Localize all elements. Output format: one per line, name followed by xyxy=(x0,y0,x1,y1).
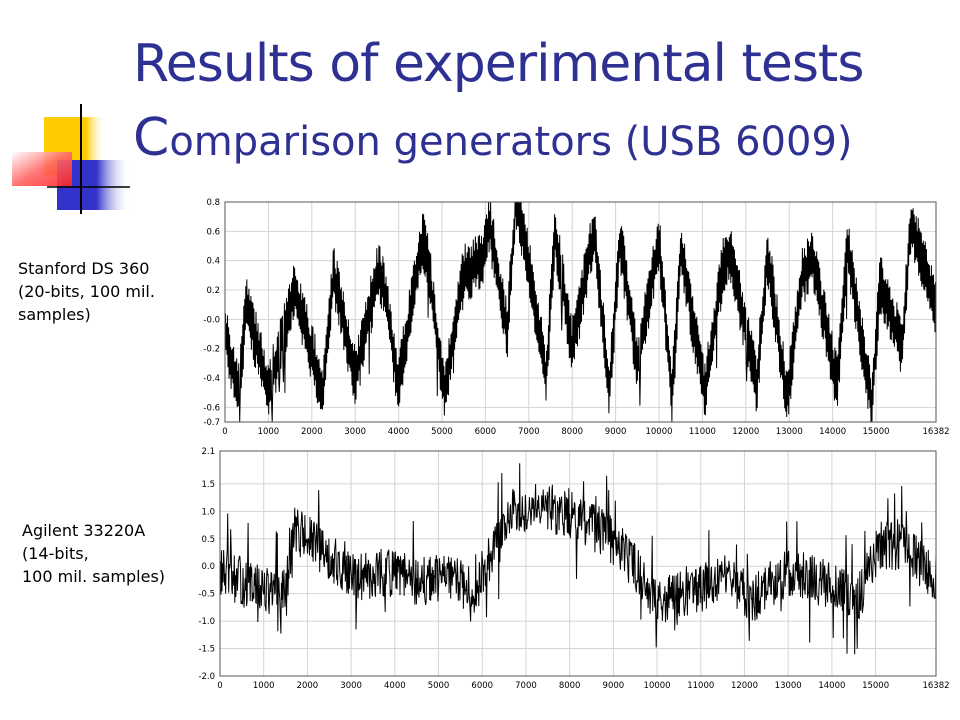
signal-trace xyxy=(225,202,936,422)
y-tick-label: -0.6 xyxy=(203,403,220,413)
x-tick-label: 11000 xyxy=(687,681,714,691)
deco-red-square xyxy=(12,152,72,186)
chart1-label-line: (20-bits, 100 mil. xyxy=(18,282,155,301)
title-initial-c: C xyxy=(133,108,170,168)
y-tick-label: 1.5 xyxy=(201,480,215,490)
chart2-label-line: (14-bits, xyxy=(22,544,89,563)
y-tick-label: 0.5 xyxy=(201,535,215,545)
x-tick-label: 4000 xyxy=(388,427,410,437)
y-tick-label: -1.5 xyxy=(198,645,215,655)
x-tick-label: 5000 xyxy=(431,427,453,437)
y-tick-label: -0.0 xyxy=(203,315,220,325)
x-tick-label: 10000 xyxy=(644,681,671,691)
title-rest: omparison generators (USB 6009) xyxy=(169,119,853,165)
x-tick-label: 8000 xyxy=(559,681,581,691)
x-tick-label: 8000 xyxy=(561,427,583,437)
chart2-label: Agilent 33220A (14-bits, 100 mil. sample… xyxy=(22,519,165,588)
x-tick-label: 2000 xyxy=(301,427,323,437)
x-tick-label: 14000 xyxy=(819,427,846,437)
y-tick-label: -0.5 xyxy=(198,590,215,600)
chart2-label-line: 100 mil. samples) xyxy=(22,567,166,586)
x-tick-label: 5000 xyxy=(428,681,450,691)
x-tick-label: 7000 xyxy=(518,427,540,437)
agilent-33220a-chart: 0 1000 2000 3000 4000 5000 6000 7000 8000 9000 100… xyxy=(198,447,949,691)
slide-title-line-1: Results of experimental tests xyxy=(133,34,864,94)
x-tick-label: 0 xyxy=(222,427,227,437)
y-tick-label: -1.0 xyxy=(198,617,215,627)
x-tick-label: 12000 xyxy=(731,681,758,691)
x-tick-label: 6000 xyxy=(471,681,493,691)
x-tick-label: 0 xyxy=(217,681,222,691)
x-tick-label: 1000 xyxy=(253,681,275,691)
x-tick-label: 12000 xyxy=(732,427,759,437)
stanford-ds360-chart: 0 1000 2000 3000 4000 5000 6000 7000 8000 9000 100… xyxy=(203,198,949,437)
chart1-label-line: Stanford DS 360 xyxy=(18,259,150,278)
x-tick-label: 2000 xyxy=(297,681,319,691)
chart2-label-line: Agilent 33220A xyxy=(22,521,146,540)
x-tick-label: 3000 xyxy=(344,427,366,437)
chart1-label: Stanford DS 360 (20-bits, 100 mil. sampl… xyxy=(18,257,155,326)
signal-trace xyxy=(220,463,936,655)
y-tick-label: 2.1 xyxy=(201,447,215,457)
x-tick-label: 9000 xyxy=(603,681,625,691)
x-tick-label: 15000 xyxy=(862,427,889,437)
plot-frame xyxy=(219,450,937,677)
x-tick-label: 10000 xyxy=(645,427,672,437)
y-tick-label: 1.0 xyxy=(201,507,215,517)
x-tick-label: 13000 xyxy=(776,427,803,437)
chart1-label-line: samples) xyxy=(18,305,91,324)
x-tick-label: 15000 xyxy=(862,681,889,691)
x-tick-label: 3000 xyxy=(340,681,362,691)
x-tick-label: 1000 xyxy=(258,427,280,437)
x-tick-label: 6000 xyxy=(475,427,497,437)
x-tick-label: 14000 xyxy=(818,681,845,691)
y-tick-label: -2.0 xyxy=(198,672,215,682)
x-tick-label: 13000 xyxy=(775,681,802,691)
x-tick-label: 4000 xyxy=(384,681,406,691)
x-tick-label: 16382 xyxy=(922,681,949,691)
x-tick-label: 11000 xyxy=(689,427,716,437)
y-tick-label: 0.4 xyxy=(206,257,220,267)
x-tick-label: 16382 xyxy=(922,427,949,437)
slide-title-line-2: Comparison generators (USB 6009) xyxy=(133,108,853,168)
x-tick-label: 7000 xyxy=(515,681,537,691)
y-tick-label: 0.8 xyxy=(206,198,220,208)
y-tick-label: -0.2 xyxy=(203,345,220,355)
y-tick-label: -0.7 xyxy=(203,418,220,428)
y-tick-label: 0.0 xyxy=(201,562,215,572)
y-tick-label: -0.4 xyxy=(203,374,220,384)
slide-decoration xyxy=(12,104,130,214)
y-tick-label: 0.2 xyxy=(206,286,220,296)
y-tick-label: 0.6 xyxy=(206,227,220,237)
x-tick-label: 9000 xyxy=(605,427,627,437)
plot-frame xyxy=(224,201,937,423)
